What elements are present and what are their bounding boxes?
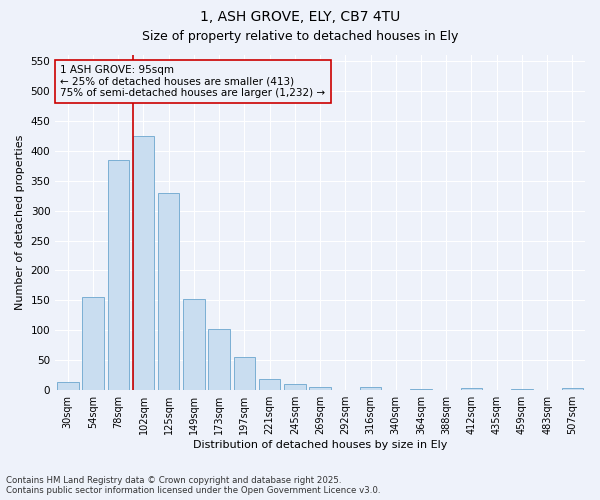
Bar [310,387,331,390]
Bar [107,160,129,390]
Text: 1 ASH GROVE: 95sqm
← 25% of detached houses are smaller (413)
75% of semi-detach: 1 ASH GROVE: 95sqm ← 25% of detached hou… [61,65,326,98]
Bar [511,389,533,390]
Bar [57,382,79,390]
Bar [82,298,104,390]
Bar [208,329,230,390]
Bar [183,299,205,390]
Text: Contains HM Land Registry data © Crown copyright and database right 2025.
Contai: Contains HM Land Registry data © Crown c… [6,476,380,495]
Y-axis label: Number of detached properties: Number of detached properties [15,135,25,310]
Bar [158,192,179,390]
Bar [133,136,154,390]
Bar [284,384,305,390]
Bar [360,387,381,390]
Bar [461,388,482,390]
Text: Size of property relative to detached houses in Ely: Size of property relative to detached ho… [142,30,458,43]
Bar [233,358,255,390]
Bar [562,388,583,390]
Bar [410,389,432,390]
X-axis label: Distribution of detached houses by size in Ely: Distribution of detached houses by size … [193,440,447,450]
Text: 1, ASH GROVE, ELY, CB7 4TU: 1, ASH GROVE, ELY, CB7 4TU [200,10,400,24]
Bar [259,380,280,390]
